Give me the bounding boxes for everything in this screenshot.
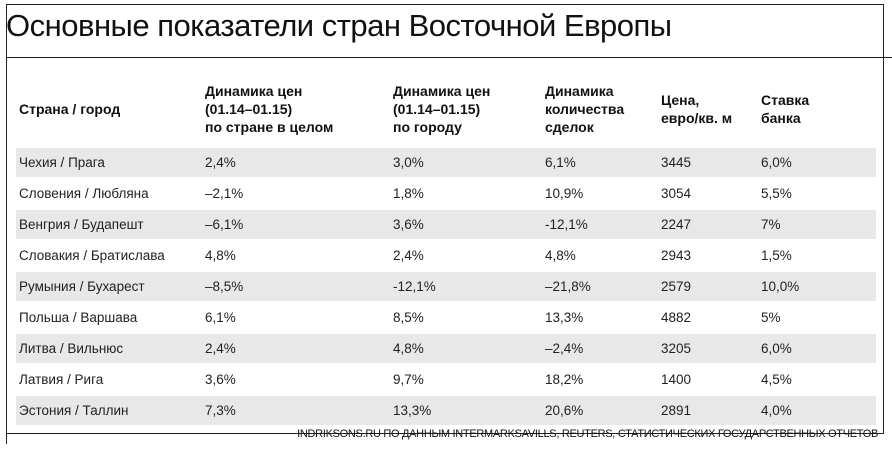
cell-bank-rate: 10,0% <box>758 271 876 303</box>
cell-country-city: Чехия / Прага <box>16 148 202 179</box>
cell-deals-dynamics: 18,2% <box>542 364 658 396</box>
table-frame <box>6 4 884 434</box>
table-row: Румыния / Бухарест –8,5% -12,1% –21,8% 2579 1… <box>16 271 876 303</box>
cell-price-dynamics-city: 9,7% <box>390 364 542 396</box>
cell-price-per-sqm: 3054 <box>658 178 758 210</box>
cell-bank-rate: 4,0% <box>758 395 876 427</box>
source-note: INDRIKSONS.RU ПО ДАННЫМ INTERMARKSAVILLS… <box>297 428 878 440</box>
cell-price-dynamics-country: 4,8% <box>202 240 390 272</box>
table-row: Литва / Вильнюс 2,4% 4,8% –2,4% 3205 6,0% <box>16 333 876 365</box>
cell-deals-dynamics: 10,9% <box>542 178 658 210</box>
table-row: Венгрия / Будапешт –6,1% 3,6% -12,1% 2247 7% <box>16 209 876 241</box>
cell-price-per-sqm: 2247 <box>658 209 758 241</box>
cell-price-dynamics-city: 3,0% <box>390 148 542 179</box>
cell-price-per-sqm: 2579 <box>658 271 758 303</box>
cell-country-city: Словакия / Братислава <box>16 240 202 272</box>
header-price-dynamics-country: Динамика цен (01.14–01.15) по стране в ц… <box>205 83 334 135</box>
header-price-dynamics-city: Динамика цен (01.14–01.15) по городу <box>393 83 491 135</box>
cell-country-city: Словения / Любляна <box>16 178 202 210</box>
header-country-city: Страна / город <box>19 101 121 117</box>
cell-price-dynamics-city: 2,4% <box>390 240 542 272</box>
cell-price-dynamics-country: –8,5% <box>202 271 390 303</box>
cell-country-city: Литва / Вильнюс <box>16 333 202 365</box>
cell-price-dynamics-city: 13,3% <box>390 395 542 427</box>
cell-price-dynamics-city: 3,6% <box>390 209 542 241</box>
cell-price-dynamics-city: 1,8% <box>390 178 542 210</box>
source-tick <box>6 434 7 444</box>
cell-price-dynamics-city: 4,8% <box>390 333 542 365</box>
table-row: Чехия / Прага 2,4% 3,0% 6,1% 3445 6,0% <box>16 148 876 179</box>
cell-price-dynamics-country: –6,1% <box>202 209 390 241</box>
cell-bank-rate: 4,5% <box>758 364 876 396</box>
cell-bank-rate: 7% <box>758 209 876 241</box>
cell-price-dynamics-country: 2,4% <box>202 333 390 365</box>
table-row: Латвия / Рига 3,6% 9,7% 18,2% 1400 4,5% <box>16 364 876 396</box>
cell-deals-dynamics: –2,4% <box>542 333 658 365</box>
table-row: Эстония / Таллин 7,3% 13,3% 20,6% 2891 4,0% <box>16 395 876 427</box>
table-header-row: Страна / город Динамика цен (01.14–01.15… <box>16 70 876 148</box>
cell-country-city: Латвия / Рига <box>16 364 202 396</box>
cell-deals-dynamics: 4,8% <box>542 240 658 272</box>
cell-deals-dynamics: 13,3% <box>542 302 658 334</box>
cell-price-per-sqm: 2891 <box>658 395 758 427</box>
cell-price-dynamics-country: 7,3% <box>202 395 390 427</box>
header-bank-rate: Ставка банка <box>761 92 810 126</box>
cell-country-city: Польша / Варшава <box>16 302 202 334</box>
cell-price-dynamics-city: -12,1% <box>390 271 542 303</box>
cell-deals-dynamics: –21,8% <box>542 271 658 303</box>
cell-price-dynamics-city: 8,5% <box>390 302 542 334</box>
cell-bank-rate: 6,0% <box>758 148 876 179</box>
cell-price-dynamics-country: 2,4% <box>202 148 390 179</box>
cell-bank-rate: 1,5% <box>758 240 876 272</box>
table-row: Словакия / Братислава 4,8% 2,4% 4,8% 2943 1,5… <box>16 240 876 272</box>
cell-deals-dynamics: -12,1% <box>542 209 658 241</box>
cell-price-per-sqm: 3445 <box>658 148 758 179</box>
header-deals-dynamics: Динамика количества сделок <box>545 83 625 135</box>
cell-country-city: Румыния / Бухарест <box>16 271 202 303</box>
table-row: Словения / Любляна –2,1% 1,8% 10,9% 3054 5,5% <box>16 178 876 210</box>
cell-price-dynamics-country: 3,6% <box>202 364 390 396</box>
page-title: Основные показатели стран Восточной Евро… <box>6 8 672 43</box>
cell-price-per-sqm: 3205 <box>658 333 758 365</box>
title-divider <box>6 57 892 58</box>
header-price-per-sqm: Цена, евро/кв. м <box>661 92 733 126</box>
cell-price-dynamics-country: 6,1% <box>202 302 390 334</box>
cell-country-city: Венгрия / Будапешт <box>16 209 202 241</box>
cell-deals-dynamics: 20,6% <box>542 395 658 427</box>
cell-bank-rate: 5,5% <box>758 178 876 210</box>
cell-deals-dynamics: 6,1% <box>542 148 658 179</box>
cell-price-dynamics-country: –2,1% <box>202 178 390 210</box>
cell-bank-rate: 6,0% <box>758 333 876 365</box>
cell-bank-rate: 5% <box>758 302 876 334</box>
cell-price-per-sqm: 4882 <box>658 302 758 334</box>
data-table: Страна / город Динамика цен (01.14–01.15… <box>16 70 876 427</box>
table-row: Польша / Варшава 6,1% 8,5% 13,3% 4882 5% <box>16 302 876 334</box>
cell-country-city: Эстония / Таллин <box>16 395 202 427</box>
cell-price-per-sqm: 1400 <box>658 364 758 396</box>
cell-price-per-sqm: 2943 <box>658 240 758 272</box>
